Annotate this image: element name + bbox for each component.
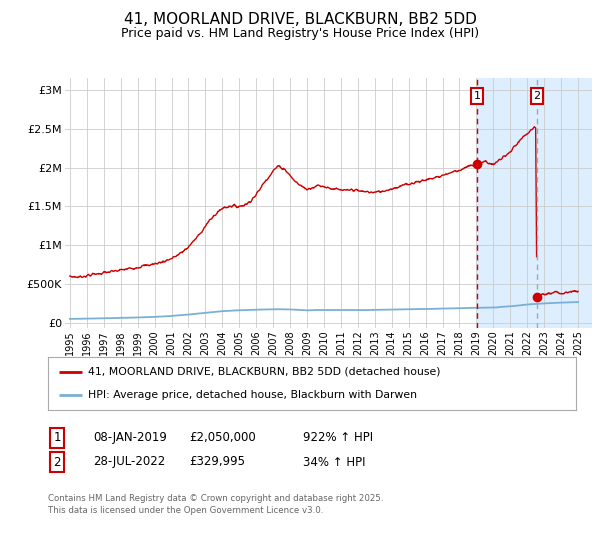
Text: Contains HM Land Registry data © Crown copyright and database right 2025.
This d: Contains HM Land Registry data © Crown c… [48, 494, 383, 515]
Text: 1: 1 [53, 431, 61, 445]
Text: 922% ↑ HPI: 922% ↑ HPI [303, 431, 373, 445]
Text: 08-JAN-2019: 08-JAN-2019 [93, 431, 167, 445]
Text: 1: 1 [473, 91, 481, 101]
Text: 41, MOORLAND DRIVE, BLACKBURN, BB2 5DD (detached house): 41, MOORLAND DRIVE, BLACKBURN, BB2 5DD (… [88, 367, 440, 377]
Text: 2: 2 [533, 91, 541, 101]
Text: 28-JUL-2022: 28-JUL-2022 [93, 455, 165, 469]
Text: £329,995: £329,995 [189, 455, 245, 469]
Text: Price paid vs. HM Land Registry's House Price Index (HPI): Price paid vs. HM Land Registry's House … [121, 27, 479, 40]
Text: 34% ↑ HPI: 34% ↑ HPI [303, 455, 365, 469]
Text: HPI: Average price, detached house, Blackburn with Darwen: HPI: Average price, detached house, Blac… [88, 390, 416, 400]
Text: 2: 2 [53, 455, 61, 469]
Bar [477, 78, 600, 328]
Text: £2,050,000: £2,050,000 [189, 431, 256, 445]
Text: 41, MOORLAND DRIVE, BLACKBURN, BB2 5DD: 41, MOORLAND DRIVE, BLACKBURN, BB2 5DD [124, 12, 476, 27]
